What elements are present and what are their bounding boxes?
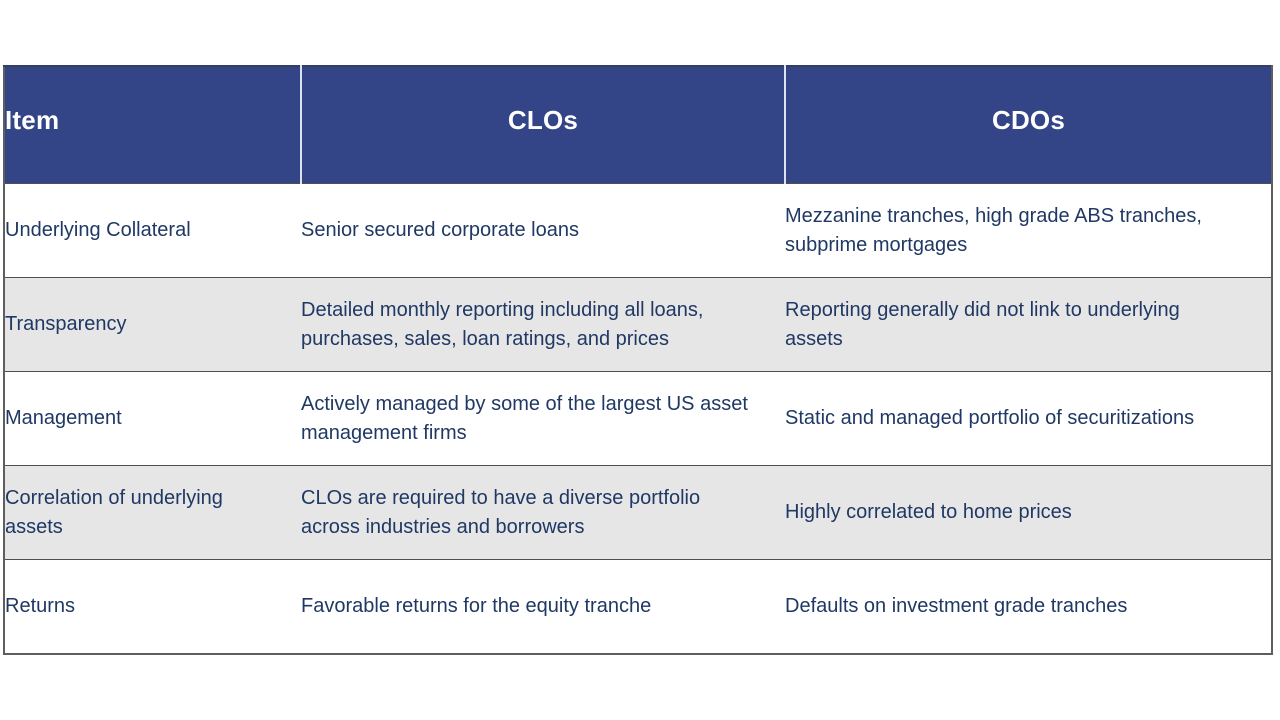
table-row-management: Management Actively managed by some of t… — [4, 371, 1272, 466]
row-label-cell: Correlation of underlying assets — [4, 465, 301, 560]
cdos-value-cell: Reporting generally did not link to unde… — [785, 277, 1272, 372]
header-cell-item: Item — [4, 66, 301, 184]
clos-value-cell: Detailed monthly reporting including all… — [301, 277, 785, 372]
table-body: Underlying Collateral Senior secured cor… — [4, 183, 1272, 654]
clos-value-cell: Actively managed by some of the largest … — [301, 371, 785, 466]
header-cell-cdos: CDOs — [784, 66, 1272, 184]
header-row: Item CLOs CDOs — [4, 66, 1272, 184]
cdos-value-cell: Highly correlated to home prices — [785, 465, 1272, 560]
table-row-returns: Returns Favorable returns for the equity… — [4, 559, 1272, 654]
table-header: Item CLOs CDOs — [4, 66, 1272, 184]
row-label-cell: Returns — [4, 559, 301, 654]
table-row-underlying-collateral: Underlying Collateral Senior secured cor… — [4, 183, 1272, 278]
comparison-table: Item CLOs CDOs Underlying Collateral Sen… — [3, 65, 1273, 655]
clos-value-cell: Favorable returns for the equity tranche — [301, 559, 785, 654]
clos-value-cell: CLOs are required to have a diverse port… — [301, 465, 785, 560]
cdos-value-cell: Mezzanine tranches, high grade ABS tranc… — [785, 183, 1272, 278]
row-label-cell: Transparency — [4, 277, 301, 372]
table-row-transparency: Transparency Detailed monthly reporting … — [4, 277, 1272, 372]
row-label-cell: Management — [4, 371, 301, 466]
row-label-cell: Underlying Collateral — [4, 183, 301, 278]
cdos-value-cell: Defaults on investment grade tranches — [785, 559, 1272, 654]
cdos-value-cell: Static and managed portfolio of securiti… — [785, 371, 1272, 466]
table-row-correlation: Correlation of underlying assets CLOs ar… — [4, 465, 1272, 560]
header-cell-clos: CLOs — [300, 66, 785, 184]
clos-value-cell: Senior secured corporate loans — [301, 183, 785, 278]
